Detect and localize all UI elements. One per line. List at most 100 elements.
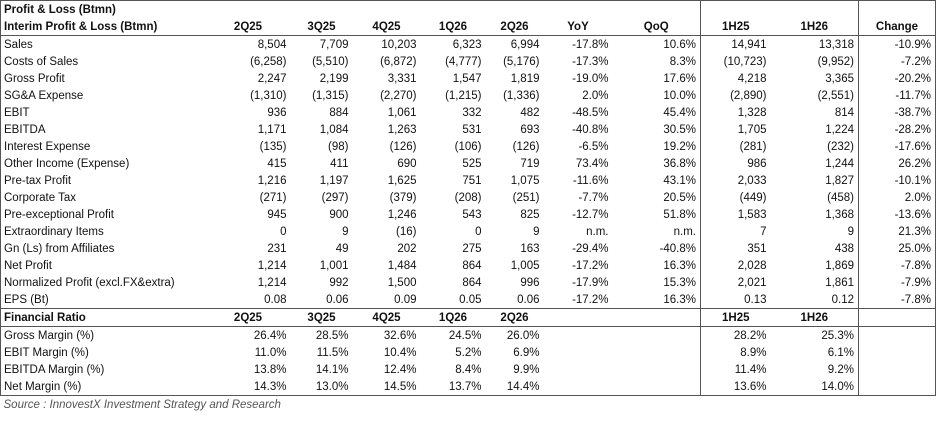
cell: Gross Margin (%) — [0, 326, 206, 344]
cell: 2,247 — [257, 72, 287, 85]
cell: 13.6% — [733, 380, 767, 393]
cell: -10.1% — [858, 172, 936, 189]
cell: n.m. — [612, 223, 701, 240]
cell: 1,061 — [387, 106, 417, 119]
cell: 275 — [462, 242, 482, 255]
cell: 14.3% — [253, 380, 287, 393]
cell: 0.09 — [394, 293, 417, 306]
cell: Pre-tax Profit — [0, 172, 206, 189]
cell: 1,368 — [770, 206, 859, 223]
cell — [544, 344, 613, 361]
cell — [205, 0, 291, 18]
cell: Profit & Loss (Btmn) — [0, 0, 206, 18]
cell: 693 — [520, 123, 540, 136]
cell: 9.9% — [513, 363, 540, 376]
cell: 0.08 — [264, 293, 287, 306]
cell: 13,318 — [770, 35, 859, 53]
cell: 10.6% — [612, 35, 701, 53]
cell: 0.06 — [517, 293, 540, 306]
cell: (5,176) — [503, 55, 540, 68]
cell: 26.2% — [858, 155, 936, 172]
cell: 351 — [747, 242, 767, 255]
cell: 1,197 — [319, 174, 349, 187]
cell: Net Profit — [0, 257, 206, 274]
cell: Interim Profit & Loss (Btmn) — [0, 18, 206, 36]
cell: 15.3% — [612, 274, 701, 291]
cell: 1,084 — [319, 123, 349, 136]
ratio-row: EBITDA Margin (%) 13.8% 14.1% 12.4% 8.4% 9.9%… — [0, 361, 936, 378]
cell: 2.0% — [858, 189, 936, 206]
cell: 936 — [267, 106, 287, 119]
cell: -7.8% — [858, 257, 936, 274]
cell: (1,215) — [445, 89, 482, 102]
data-row: EPS (Bt) 0.08 0.06 0.09 0.05 0.06 -17.2% 16.3% 0… — [0, 291, 936, 309]
cell: -7.9% — [858, 274, 936, 291]
cell: 1,328 — [737, 106, 767, 119]
cell: 1,500 — [387, 276, 417, 289]
cell: 4Q25 — [352, 18, 421, 36]
cell: 1H25 — [700, 18, 771, 36]
cell: 2Q25 — [205, 18, 291, 36]
cell: -19.0% — [572, 72, 609, 85]
cell: (1,310) — [250, 89, 287, 102]
cell: Financial Ratio — [0, 308, 206, 327]
cell — [612, 344, 701, 361]
cell: 2Q26 — [485, 18, 544, 36]
cell: 1,214 — [257, 276, 287, 289]
cell — [290, 0, 353, 18]
cell: (126) — [512, 140, 540, 153]
cell — [858, 326, 936, 344]
data-row: Costs of Sales (6,258) (5,510) (6,872) (4,77… — [0, 53, 936, 70]
cell: Costs of Sales — [0, 53, 206, 70]
cell: 3Q25 — [290, 18, 353, 36]
cell: Extraordinary Items — [0, 223, 206, 240]
cell: 884 — [329, 106, 349, 119]
cell: Sales — [0, 35, 206, 53]
cell: (6,872) — [380, 55, 417, 68]
data-row: Pre-tax Profit 1,216 1,197 1,625 751 1,075 -11… — [0, 172, 936, 189]
cell: -28.2% — [858, 121, 936, 138]
cell — [700, 0, 771, 18]
cell: 25.0% — [858, 240, 936, 257]
cell: -13.6% — [858, 206, 936, 223]
cell: 1,827 — [770, 172, 859, 189]
cell: 525 — [462, 157, 482, 170]
cell: 19.2% — [612, 138, 701, 155]
cell: -17.3% — [572, 55, 609, 68]
cell: YoY — [543, 18, 613, 36]
cell: 0 — [475, 225, 482, 238]
cell: 1,214 — [257, 259, 287, 272]
cell: 1H26 — [770, 18, 859, 36]
cell: Normalized Profit (excl.FX&extra) — [0, 274, 206, 291]
cell: -38.7% — [858, 104, 936, 121]
cell: -29.4% — [572, 242, 609, 255]
cell: 6.1% — [770, 344, 859, 361]
cell: 24.5% — [448, 329, 482, 342]
cell: (458) — [770, 189, 859, 206]
cell: -10.9% — [858, 35, 936, 53]
cell: 3Q25 — [290, 308, 353, 327]
cell: 864 — [462, 259, 482, 272]
cell: 1,224 — [770, 121, 859, 138]
cell — [352, 0, 421, 18]
cell: -7.7% — [578, 191, 609, 204]
data-row: Net Profit 1,214 1,001 1,484 864 1,005 -17.2% 1… — [0, 257, 936, 274]
cell: 8,504 — [257, 38, 287, 51]
cell — [858, 0, 936, 18]
cell: (297) — [321, 191, 349, 204]
cell: 21.3% — [858, 223, 936, 240]
cell: 202 — [397, 242, 417, 255]
cell: 49 — [335, 242, 349, 255]
cell: 9.2% — [770, 361, 859, 378]
cell: (10,723) — [723, 55, 767, 68]
ratio-row: EBIT Margin (%) 11.0% 11.5% 10.4% 5.2% 6.9% 8.… — [0, 344, 936, 361]
cell: 1,869 — [770, 257, 859, 274]
cell: 1,263 — [387, 123, 417, 136]
cell: (449) — [739, 191, 767, 204]
cell: 231 — [267, 242, 287, 255]
cell: 6.9% — [513, 346, 540, 359]
cell: 11.5% — [316, 346, 349, 359]
cell: 13.0% — [315, 380, 349, 393]
cell: 16.3% — [612, 257, 701, 274]
cell: 7 — [760, 225, 767, 238]
